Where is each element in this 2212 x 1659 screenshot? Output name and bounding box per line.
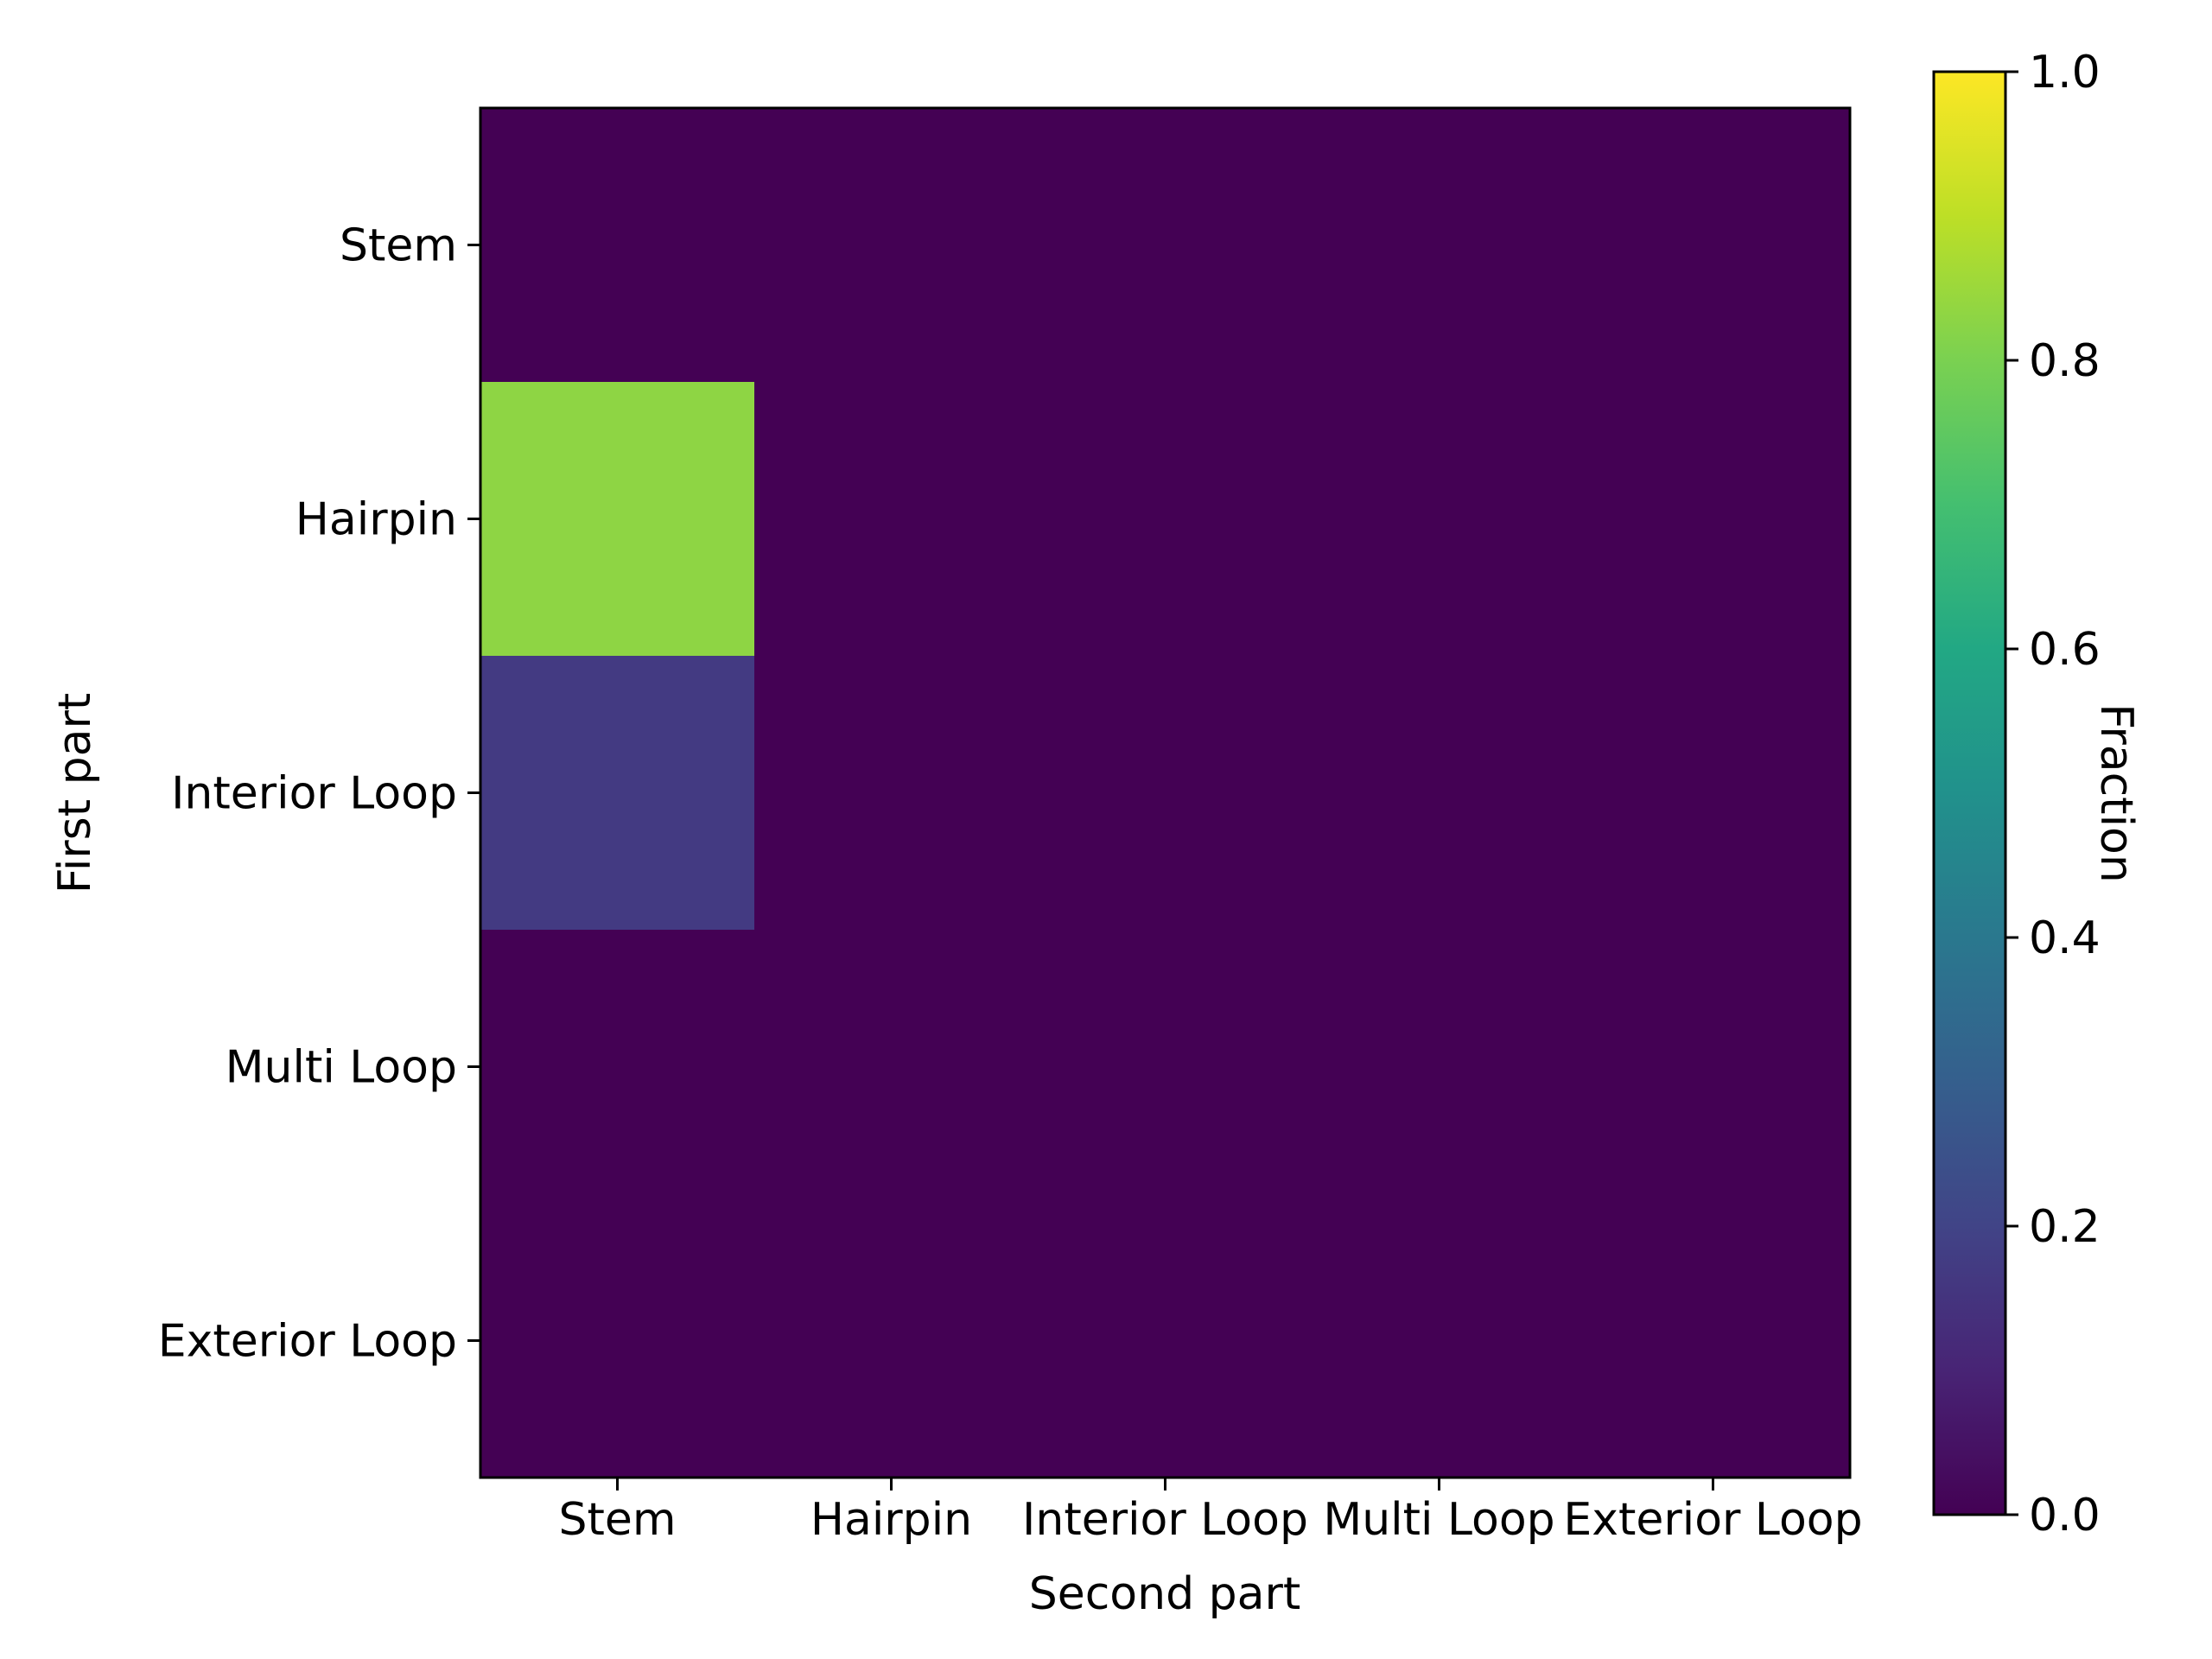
heatmap-cell: [1302, 382, 1577, 657]
heatmap-cell: [1028, 108, 1303, 383]
heatmap-cell: [1576, 656, 1851, 931]
heatmap-cell: [480, 656, 755, 931]
y-tick-label: Multi Loop: [226, 1042, 457, 1094]
x-tick-label: Hairpin: [810, 1494, 972, 1546]
colorbar-tick-label: 0.2: [2029, 1201, 2101, 1253]
heatmap-cell: [480, 1204, 755, 1478]
heatmap-cell: [1302, 1204, 1577, 1478]
x-axis: Stem Hairpin Interior Loop Multi Loop Exteri…: [558, 1478, 1863, 1546]
heatmap-cell: [1302, 930, 1577, 1205]
heatmap-cell: [480, 108, 755, 383]
colorbar-tick-label: 1.0: [2029, 47, 2101, 99]
colorbar-tick-label: 0.8: [2029, 335, 2101, 387]
colorbar-label: Fraction: [2090, 703, 2142, 883]
heatmap-cell: [1576, 930, 1851, 1205]
colorbar-axis: 0.0 0.2 0.4 0.6 0.8 1.0: [2005, 47, 2101, 1541]
heatmap-cells: [480, 108, 1851, 1478]
y-axis: Stem Hairpin Interior Loop Multi Loop Exteri…: [158, 220, 480, 1368]
y-tick-label: Stem: [340, 220, 457, 272]
heatmap-cell: [754, 108, 1029, 383]
colorbar-tick-label: 0.0: [2029, 1490, 2101, 1541]
heatmap-cell: [1028, 656, 1303, 931]
y-tick-label: Interior Loop: [171, 768, 457, 820]
colorbar: [1932, 70, 2007, 1516]
y-axis-label: First part: [49, 693, 101, 894]
heatmap-cell: [1576, 108, 1851, 383]
heatmap-cell: [754, 656, 1029, 931]
x-tick-label: Multi Loop: [1323, 1494, 1554, 1546]
heatmap-cell: [754, 1204, 1029, 1478]
y-tick-label: Exterior Loop: [158, 1316, 457, 1368]
x-tick-label: Interior Loop: [1022, 1494, 1308, 1546]
heatmap-cell: [1576, 1204, 1851, 1478]
heatmap-cell: [1302, 656, 1577, 931]
heatmap-cell: [754, 930, 1029, 1205]
colorbar-tick-label: 0.6: [2029, 624, 2101, 676]
colorbar-tick-label: 0.4: [2029, 912, 2101, 964]
y-tick-label: Hairpin: [296, 494, 457, 546]
heatmap-cell: [754, 382, 1029, 657]
x-tick-label: Exterior Loop: [1563, 1494, 1862, 1546]
heatmap-cell: [1576, 382, 1851, 657]
heatmap-cell: [480, 382, 755, 657]
heatmap-cell: [1028, 930, 1303, 1205]
x-tick-label: Stem: [558, 1494, 676, 1546]
heatmap-cell: [480, 930, 755, 1205]
heatmap-cell: [1028, 382, 1303, 657]
heatmap-cell: [1302, 108, 1577, 383]
x-axis-label: Second part: [1029, 1568, 1301, 1620]
heatmap-cell: [1028, 1204, 1303, 1478]
